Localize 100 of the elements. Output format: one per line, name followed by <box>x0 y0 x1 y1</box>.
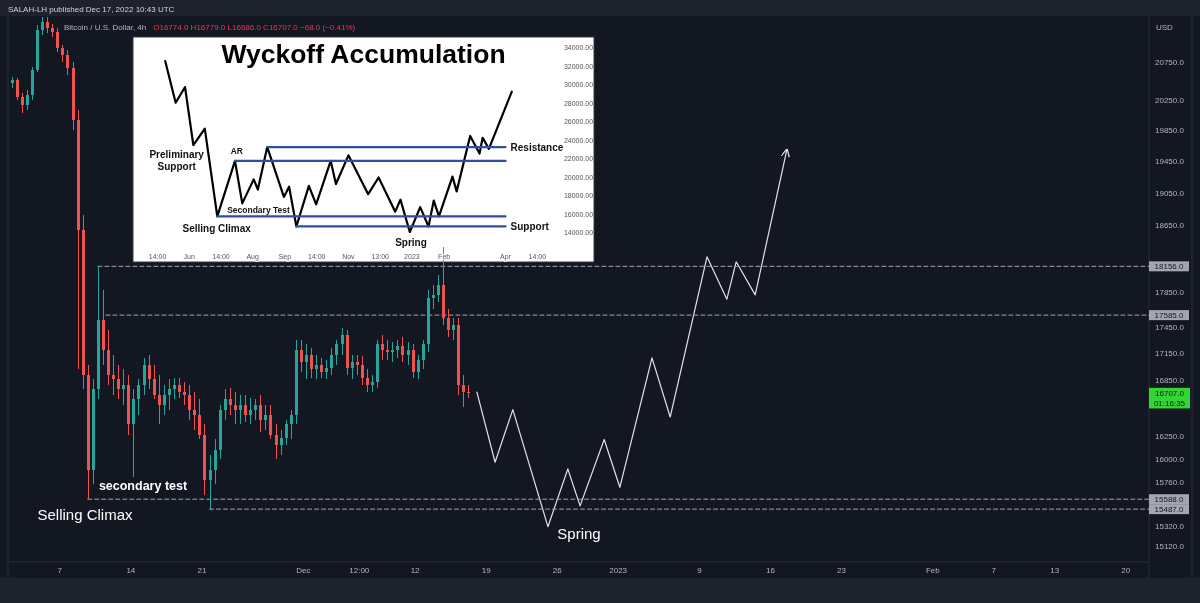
candlestick <box>214 438 217 485</box>
x-tick-label: 9 <box>697 565 703 575</box>
candlestick <box>259 394 262 433</box>
annotation: Selling Climax <box>37 505 134 523</box>
candlestick <box>254 398 257 421</box>
candlestick <box>330 347 333 376</box>
candlestick <box>153 364 156 400</box>
candlestick <box>452 317 455 341</box>
candlestick <box>244 394 247 423</box>
x-tick-label: 21 <box>197 565 207 575</box>
candlestick <box>335 339 338 366</box>
candlestick <box>158 374 161 425</box>
candlestick <box>422 339 425 370</box>
y-tick-label: 19850.0 <box>1155 125 1185 135</box>
y-tick-label: 16000.0 <box>1155 454 1185 464</box>
series-label: Support <box>510 220 550 232</box>
candlestick <box>224 388 227 421</box>
candlestick <box>391 341 394 363</box>
candlestick <box>117 364 120 400</box>
candlestick <box>239 394 242 425</box>
candlestick <box>305 343 308 380</box>
x-tick-label: 7 <box>991 565 997 575</box>
x-tick-label: Dec <box>296 565 311 575</box>
candlestick <box>366 368 369 393</box>
candlestick <box>401 336 404 363</box>
annotation: Spring <box>557 524 601 542</box>
annotation: secondary test <box>98 479 188 493</box>
y-tick-label: 16850.0 <box>1155 375 1185 385</box>
candlestick <box>386 339 389 361</box>
x-tick-label: 26 <box>552 565 563 575</box>
text: 16707.0 01:16:35 <box>1153 388 1186 408</box>
x-tick-label: 16 <box>765 565 776 575</box>
y-tick-label: 17150.0 <box>1155 348 1185 358</box>
candlestick <box>21 92 24 114</box>
candlestick <box>356 354 359 376</box>
candlestick <box>16 77 19 101</box>
candlestick <box>315 354 318 380</box>
text: O16774.0 H16779.0 L16686.0 C16707.0 −68.0 (−0.41%) <box>153 22 356 32</box>
y-tick-label: 15760.0 <box>1155 477 1185 487</box>
x-tick-label: 23 <box>837 565 847 575</box>
x-tick-label: 12:00 <box>349 565 370 575</box>
candlestick <box>137 378 140 416</box>
candlestick <box>275 423 278 460</box>
data-label: 15588.0 <box>1154 494 1185 504</box>
series-label: Resistance <box>510 141 564 153</box>
y-axis-title: USD <box>1156 22 1174 32</box>
data-label: 15487.0 <box>1154 504 1185 514</box>
y-tick-label: 18650.0 <box>1155 220 1185 230</box>
data-label: 17585.0 <box>1154 310 1185 320</box>
chart-title: Wyckoff Accumulation <box>221 39 506 69</box>
y-tick-label: 15120.0 <box>1155 541 1185 551</box>
x-tick-label: 13 <box>1050 565 1060 575</box>
candlestick <box>351 354 354 380</box>
candlestick <box>361 355 364 386</box>
candlestick <box>66 49 69 76</box>
y-tick-label: 20250.0 <box>1155 95 1185 105</box>
candlestick <box>462 374 465 408</box>
annotation: AR <box>230 146 243 156</box>
x-tick-label: Feb <box>925 565 941 575</box>
candlestick <box>447 308 450 338</box>
x-tick-label: 14 <box>126 565 136 575</box>
x-tick-label: 19 <box>481 565 492 575</box>
candlestick <box>56 27 59 53</box>
annotation: Spring <box>395 236 427 248</box>
candlestick <box>183 381 186 406</box>
candlestick <box>412 343 415 379</box>
candlestick <box>168 378 171 411</box>
candlestick <box>290 409 293 440</box>
candlestick <box>341 327 344 356</box>
candlestick <box>300 339 303 373</box>
candlestick <box>209 454 212 510</box>
candlestick <box>234 391 237 425</box>
candlestick <box>417 354 420 380</box>
y-tick-label: 20750.0 <box>1155 57 1185 67</box>
y-tick-label: 17850.0 <box>1155 287 1185 297</box>
candlestick <box>198 398 201 440</box>
y-tick-label: 17450.0 <box>1155 322 1185 332</box>
candlestick <box>381 334 384 361</box>
candlestick <box>310 347 313 379</box>
candlestick <box>269 404 272 440</box>
candlestick <box>178 377 181 399</box>
candlestick <box>188 384 191 421</box>
candlestick <box>280 429 283 456</box>
y-tick-label: 16250.0 <box>1155 431 1185 441</box>
candlestick <box>163 384 166 416</box>
candlestick <box>26 89 29 111</box>
candlestick <box>143 357 146 396</box>
text: SALAH-LH published Dec 17, 2022 10:43 UTC <box>8 4 175 13</box>
candlestick <box>264 404 267 431</box>
x-tick-label: 12 <box>410 565 421 575</box>
candlestick <box>320 357 323 379</box>
annotation: Secondary Test <box>227 204 290 215</box>
candlestick <box>437 274 440 303</box>
candlestick <box>229 387 232 416</box>
text: Bitcoin / U.S. Dollar, 4h <box>64 22 147 32</box>
candlestick <box>285 419 288 446</box>
annotation: Selling Climax <box>182 222 252 234</box>
data-label: 18156.0 <box>1154 261 1185 271</box>
x-tick-label: 2023 <box>609 565 628 575</box>
y-tick-label: 19050.0 <box>1155 188 1185 198</box>
